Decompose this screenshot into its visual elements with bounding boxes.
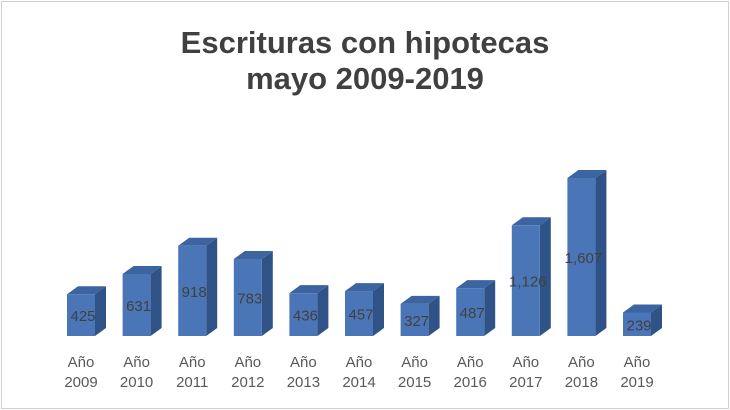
bar: [233, 259, 262, 336]
bar-side: [317, 285, 329, 336]
x-tick-label: Año: [290, 354, 317, 371]
bar: [623, 312, 651, 336]
x-tick-label: Año: [179, 354, 206, 371]
data-label: 436: [293, 308, 318, 325]
bar: [122, 273, 151, 336]
x-tick-label: Año: [512, 354, 539, 371]
bar: [456, 288, 485, 336]
x-tick-label: Año: [624, 354, 651, 371]
bar-side: [484, 280, 496, 336]
data-label: 487: [460, 305, 485, 322]
bar-top: [233, 251, 273, 260]
bar: [178, 245, 207, 336]
bar-side: [206, 237, 218, 336]
bar-top: [511, 217, 551, 226]
x-tick-label: 2013: [287, 374, 320, 391]
data-label: 457: [348, 307, 373, 324]
data-label: 1,126: [509, 274, 547, 291]
x-tick-label: 2018: [565, 374, 598, 391]
chart-title-line1: Escrituras con hipotecas: [180, 25, 550, 60]
bar-top: [289, 285, 329, 294]
x-tick-label: 2016: [454, 374, 487, 391]
data-label: 425: [70, 308, 95, 325]
bar-top: [400, 295, 440, 304]
x-tick-label: 2014: [342, 374, 375, 391]
x-tick-label: Año: [346, 354, 373, 371]
x-tick-label: 2012: [231, 374, 264, 391]
bar-side: [651, 304, 662, 336]
chart-title-line2: mayo 2009-2019: [246, 61, 484, 96]
data-label: 783: [237, 291, 262, 308]
bar-top: [456, 280, 496, 289]
bar: [345, 291, 373, 336]
x-tick-label: 2009: [64, 374, 97, 391]
x-tick-label: Año: [68, 354, 95, 371]
bar: [567, 178, 596, 336]
x-tick-label: 2019: [620, 374, 653, 391]
x-tick-label: Año: [123, 354, 150, 371]
x-tick-label: Año: [457, 354, 484, 371]
data-label: 1,607: [565, 250, 603, 267]
x-tick-label: 2011: [176, 374, 208, 391]
bar: [289, 293, 318, 336]
x-tick-label: Año: [568, 354, 595, 371]
bar-side: [373, 283, 384, 336]
bar: [67, 294, 95, 336]
bar-top: [122, 265, 162, 274]
x-tick-label: 2010: [120, 374, 153, 391]
data-label: 631: [126, 298, 151, 315]
data-label: 239: [626, 317, 651, 334]
bar-side: [428, 295, 440, 336]
bar-top: [178, 237, 218, 246]
x-tick-label: 2015: [398, 374, 431, 391]
bar-top: [345, 283, 384, 292]
bar: [400, 303, 429, 336]
bar: [511, 225, 540, 336]
data-label: 327: [404, 313, 429, 330]
x-tick-label: Año: [234, 354, 261, 371]
x-tick-label: Año: [401, 354, 428, 371]
x-tick-label: 2017: [509, 374, 542, 391]
bar-top: [67, 286, 106, 295]
bar-top: [567, 170, 607, 178]
bar-side: [95, 286, 106, 336]
bar-side: [261, 251, 273, 336]
bar-side: [595, 170, 607, 336]
data-label: 918: [182, 284, 207, 301]
bar-top: [623, 304, 662, 313]
bar-side: [150, 265, 162, 336]
bar-side: [539, 217, 551, 336]
